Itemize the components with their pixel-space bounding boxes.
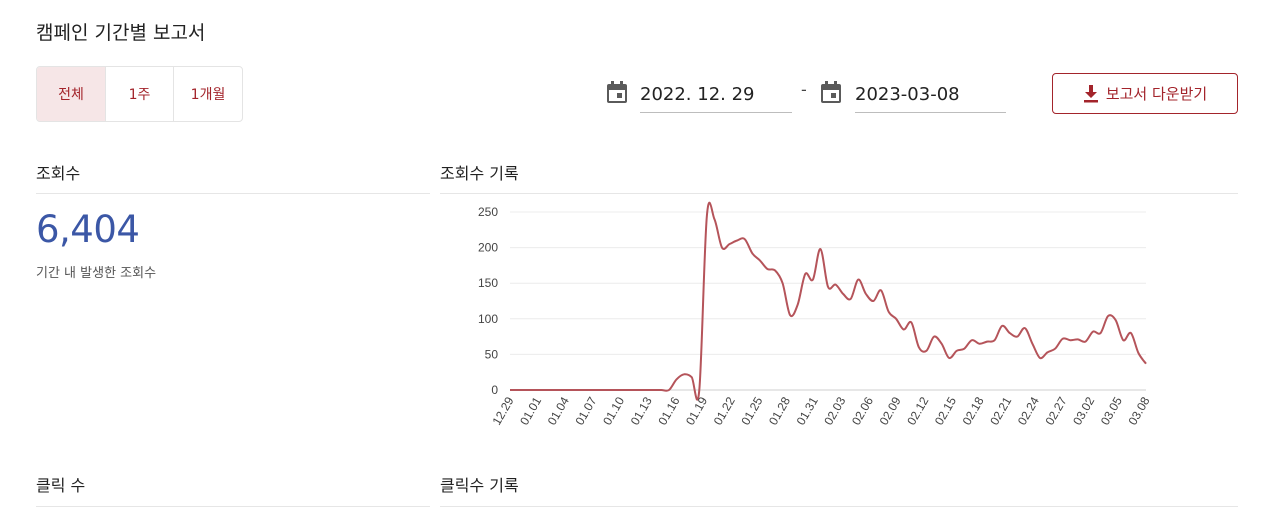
views-caption: 기간 내 발생한 조회수: [36, 266, 157, 281]
views-chart-label: 조회수 기록: [440, 164, 519, 183]
x-tick-label: 01.07: [572, 394, 599, 427]
views-section-label: 조회수: [36, 164, 81, 183]
x-tick-label: 02.06: [849, 394, 876, 427]
x-tick-label: 01.01: [517, 394, 544, 427]
page-title: 캠페인 기간별 보고서: [36, 22, 206, 44]
x-tick-label: 02.03: [821, 394, 848, 427]
x-tick-label: 02.12: [904, 394, 931, 427]
x-tick-label: 01.28: [766, 394, 793, 427]
x-tick-label: 03.05: [1098, 394, 1125, 427]
x-tick-label: 01.31: [794, 394, 821, 427]
x-tick-label: 01.13: [628, 394, 655, 427]
x-tick-label: 03.02: [1070, 394, 1097, 427]
x-tick-label: 01.10: [600, 394, 627, 427]
x-tick-label: 03.08: [1125, 394, 1152, 427]
views-line-chart: 0 50 100 150 200 250 12.29 01.01 01.04 01.07 01.10…: [478, 201, 1153, 428]
x-tick-label: 01.16: [655, 394, 682, 427]
x-tick-label: 02.15: [932, 394, 959, 427]
views-series-line: [509, 201, 1147, 401]
y-tick-label: 200: [478, 241, 498, 255]
y-tick-label: 100: [478, 312, 498, 326]
x-tick-label: 02.21: [987, 394, 1014, 427]
download-report-label: 보고서 다운받기: [1105, 85, 1208, 103]
download-icon: [1083, 84, 1098, 102]
x-tick-label: 02.09: [877, 394, 904, 427]
divider: [36, 193, 430, 194]
clicks-section-label: 클릭 수: [36, 476, 86, 495]
divider: [440, 506, 1238, 507]
end-date-input[interactable]: 2023-03-08: [855, 77, 1006, 113]
x-tick-label: 02.27: [1043, 394, 1070, 427]
x-tick-label: 01.25: [738, 394, 765, 427]
divider: [440, 193, 1238, 194]
tab-all[interactable]: 전체: [37, 67, 106, 121]
start-date-input[interactable]: 2022. 12. 29: [640, 77, 792, 113]
x-tick-label: 01.04: [545, 394, 572, 427]
calendar-icon[interactable]: [820, 80, 842, 108]
range-tabs: 전체 1주 1개월: [36, 66, 243, 122]
calendar-icon[interactable]: [606, 80, 628, 108]
tab-1month[interactable]: 1개월: [190, 87, 226, 103]
y-tick-label: 250: [478, 205, 498, 219]
y-tick-label: 150: [478, 276, 498, 290]
y-tick-label: 0: [491, 383, 498, 397]
tab-1week[interactable]: 1주: [106, 67, 174, 121]
x-tick-label: 02.24: [1015, 394, 1042, 427]
x-tick-label: 12.29: [489, 394, 516, 427]
divider: [36, 506, 430, 507]
x-tick-label: 02.18: [960, 394, 987, 427]
date-separator: -: [801, 80, 807, 99]
x-tick-label: 01.19: [683, 394, 710, 427]
clicks-chart-label: 클릭수 기록: [440, 476, 519, 495]
x-tick-label: 01.22: [711, 394, 738, 427]
views-total: 6,404: [36, 208, 140, 251]
y-tick-label: 50: [485, 347, 499, 361]
download-report-button[interactable]: 보고서 다운받기: [1052, 73, 1238, 114]
views-chart: 0 50 100 150 200 250 12.29 01.01 01.04 01.07 01.10…: [440, 200, 1160, 449]
